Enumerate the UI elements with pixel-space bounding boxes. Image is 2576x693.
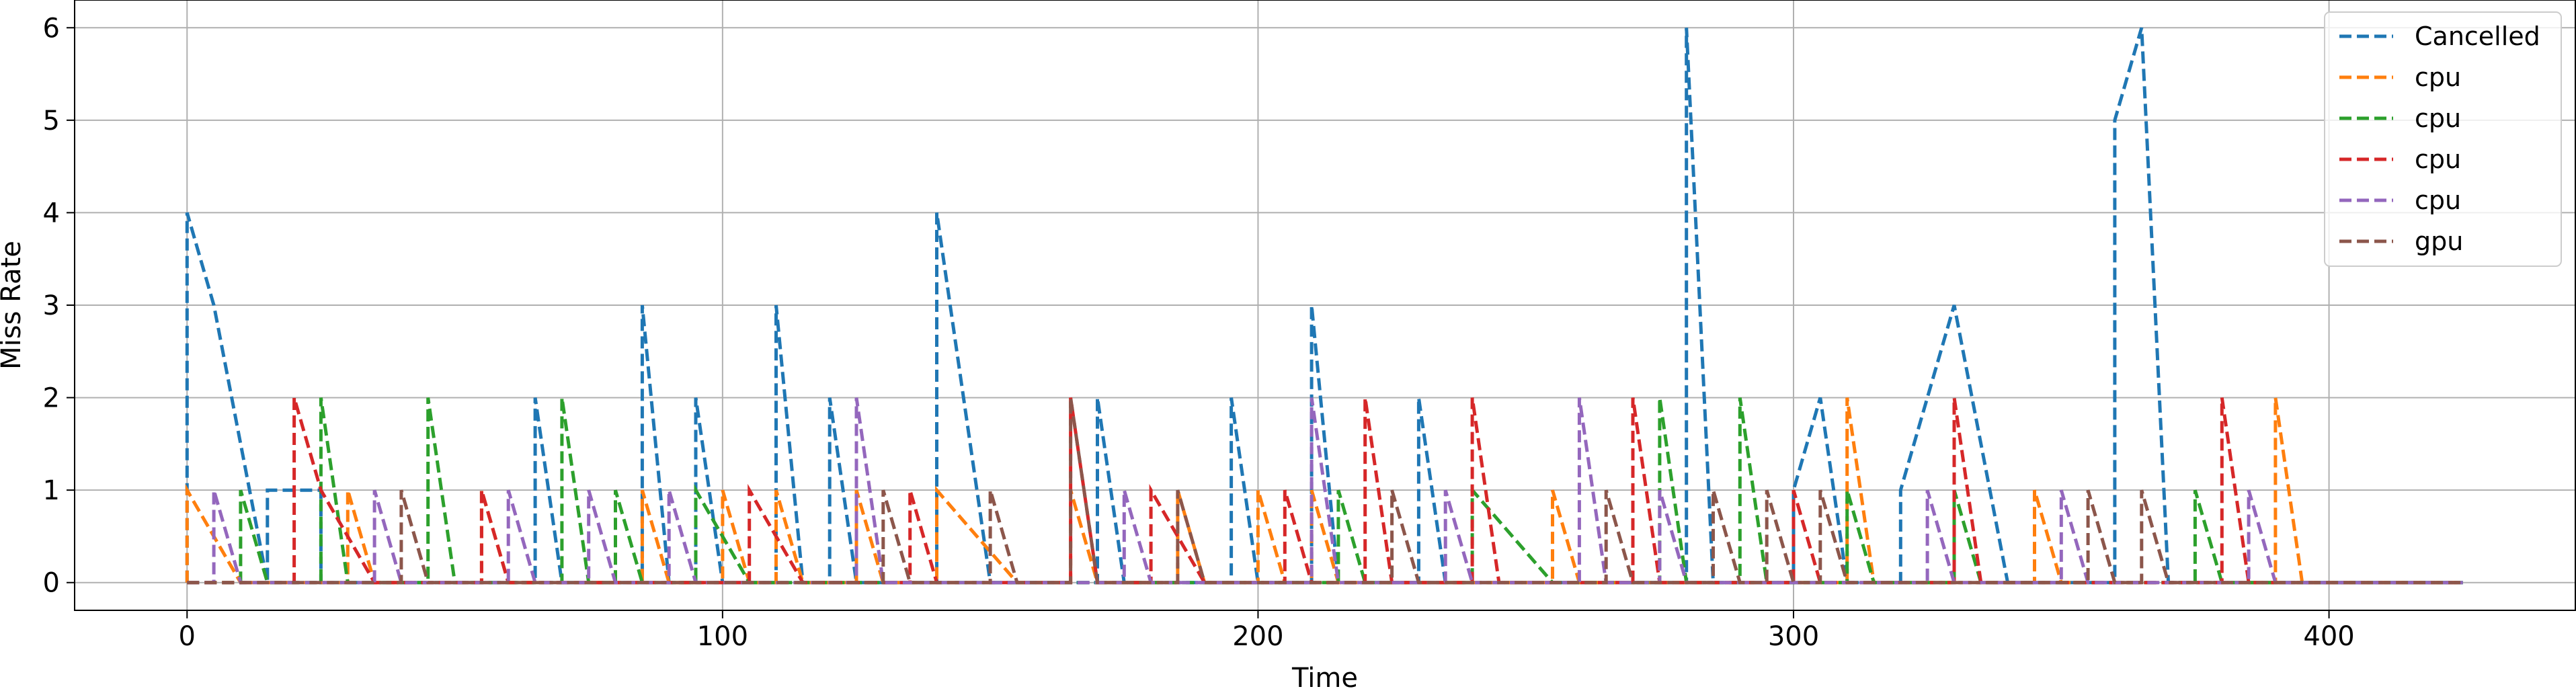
y-axis-label: Miss Rate bbox=[0, 241, 27, 370]
x-tick-label: 100 bbox=[697, 621, 748, 652]
y-tick-label: 2 bbox=[43, 383, 60, 414]
legend-label: Cancelled bbox=[2415, 22, 2540, 51]
y-tick-label: 3 bbox=[43, 290, 60, 321]
y-tick-label: 1 bbox=[43, 475, 60, 506]
legend-label: gpu bbox=[2415, 227, 2463, 256]
x-tick-label: 300 bbox=[1768, 621, 1819, 652]
x-tick-label: 0 bbox=[179, 621, 196, 652]
series-layer bbox=[185, 27, 2463, 585]
series-line-gpu-5 bbox=[187, 397, 2463, 585]
legend-label: cpu bbox=[2415, 145, 2461, 174]
x-tick-label: 400 bbox=[2303, 621, 2354, 652]
y-tick-label: 6 bbox=[43, 13, 60, 44]
legend: Cancelled cpu cpu cpu cpu gpu bbox=[2324, 11, 2562, 267]
y-tick-label: 4 bbox=[43, 198, 60, 229]
y-tick-label: 5 bbox=[43, 106, 60, 136]
axis-ticks: 0 100 200 300 400 0 1 2 3 4 5 6 bbox=[43, 13, 2355, 652]
legend-label: cpu bbox=[2415, 104, 2461, 133]
x-tick-label: 200 bbox=[1232, 621, 1283, 652]
legend-label: cpu bbox=[2415, 63, 2461, 92]
x-axis-label: Time bbox=[1291, 663, 1358, 693]
series-line-cancelled-0 bbox=[185, 27, 2463, 585]
legend-label: cpu bbox=[2415, 186, 2461, 215]
y-tick-label: 0 bbox=[43, 568, 60, 599]
